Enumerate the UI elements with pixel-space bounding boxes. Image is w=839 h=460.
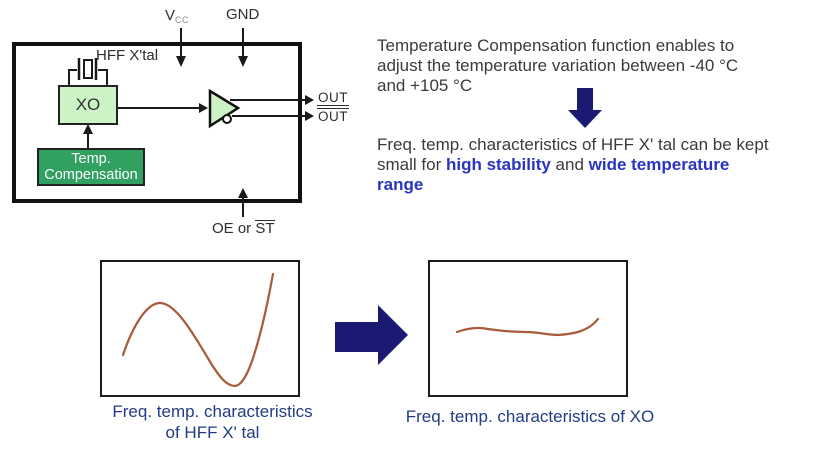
- package-outline: [12, 42, 302, 203]
- out-label: OUT: [317, 90, 349, 106]
- p2-highlight-high-stability: high stability: [445, 155, 551, 174]
- output-labels: OUT OUT: [317, 90, 349, 124]
- crystal-lead-left: [68, 69, 77, 88]
- temp-compensation-block: Temp. Compensation: [37, 148, 145, 186]
- block-diagram-drawing: [12, 28, 314, 217]
- oe-prefix-text: OE or: [212, 220, 256, 237]
- vcc-label: VCC: [165, 7, 189, 25]
- xo-graph-caption: Freq. temp. characteristics of XO: [405, 407, 655, 426]
- xo-curve: [455, 317, 600, 337]
- crystal-lead-right: [98, 69, 108, 88]
- gnd-label: GND: [226, 6, 260, 23]
- down-arrow-icon: [568, 88, 602, 128]
- tempcomp-arrowhead-icon: [83, 124, 93, 134]
- vcc-base-text: V: [165, 7, 176, 24]
- inverter-bubble-icon: [222, 114, 232, 124]
- hff-xtal-label: HFF X'tal: [96, 47, 159, 64]
- oe-st-label: OE or ST: [212, 220, 275, 237]
- buffer-input-arrowhead-icon: [199, 103, 208, 113]
- p2-segment-3: and: [550, 155, 589, 174]
- p1-line-1: Temperature Compensation function enable…: [377, 36, 735, 55]
- right-arrow-icon: [335, 305, 408, 365]
- xo-block-label: XO: [75, 95, 101, 114]
- p1-line-2: adjust the temperature variation between…: [377, 56, 739, 75]
- left-caption-line-1: Freq. temp. characteristics: [112, 402, 313, 421]
- hff-xtal-graph-caption: Freq. temp. characteristics of HFF X' ta…: [100, 401, 325, 443]
- gnd-arrowhead-icon: [238, 56, 248, 67]
- p1-line-3: and +105 °C: [377, 76, 473, 95]
- description-paragraph-1: Temperature Compensation function enable…: [377, 36, 738, 96]
- p2-segment-1: Freq. temp. characteristics of HFF X' ta…: [377, 135, 769, 174]
- out-bar-label: OUT: [317, 108, 349, 124]
- xo-block: XO: [58, 85, 118, 125]
- temp-compensation-label: Temp. Compensation: [44, 151, 138, 183]
- out-arrowhead-icon: [305, 95, 314, 105]
- vcc-arrowhead-icon: [176, 56, 186, 67]
- hff-xtal-graph: [100, 260, 300, 397]
- oe-arrowhead-icon: [238, 188, 248, 198]
- left-caption-line-2: of HFF X' tal: [165, 423, 260, 442]
- description-paragraph-2: Freq. temp. characteristics of HFF X' ta…: [377, 135, 775, 195]
- crystal-body-icon: [83, 59, 93, 79]
- hff-xtal-curve: [121, 272, 275, 388]
- xo-graph: [428, 260, 628, 397]
- out-bar-arrowhead-icon: [305, 111, 314, 121]
- st-bar-text: ST: [255, 220, 275, 237]
- p2-highlight-wide-temperature-range: wide temperature range: [377, 155, 730, 194]
- vcc-subscript-text: CC: [175, 15, 190, 25]
